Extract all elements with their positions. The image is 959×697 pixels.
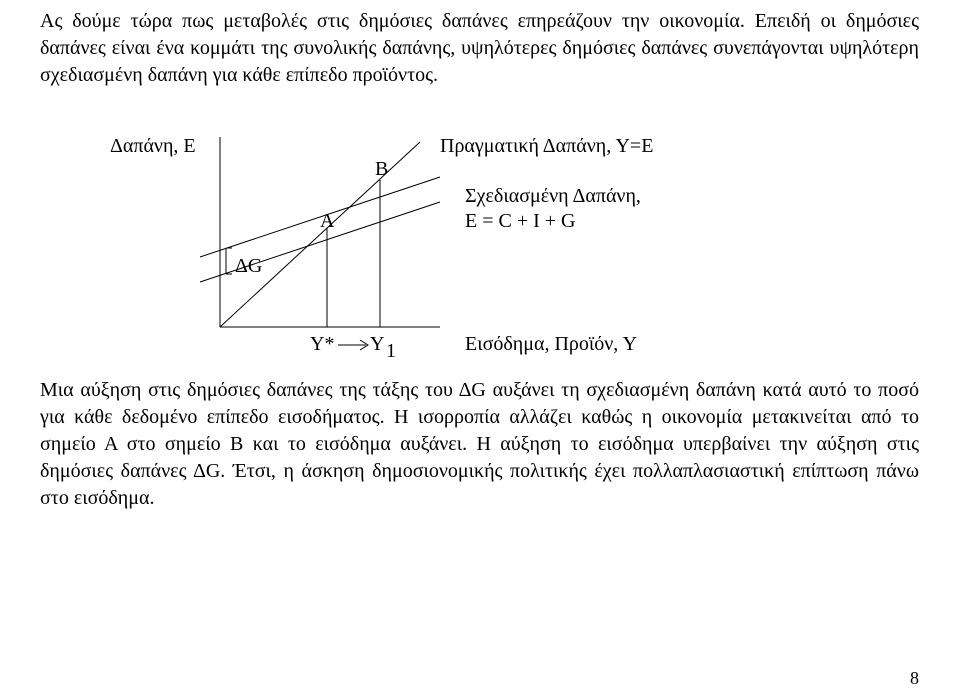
label-planned-line2: E = C + I + G [465,210,576,232]
label-planned-line1: Σχεδιασμένη Δαπάνη, [465,185,641,207]
keynesian-cross-diagram: Δαπάνη, Ε Πραγματική Δαπάνη, Υ=Ε Σχεδιασ… [70,107,890,367]
label-ystar: Y* [310,333,334,355]
label-y1-y: Y [370,333,384,355]
paragraph-1: Ας δούμε τώρα πως μεταβολές στις δημόσιε… [40,8,919,89]
label-y-axis: Δαπάνη, Ε [110,135,196,157]
label-y1-sub: 1 [386,340,396,362]
page: Ας δούμε τώρα πως μεταβολές στις δημόσιε… [0,0,959,697]
label-point-b: B [375,158,388,180]
label-actual-expenditure: Πραγματική Δαπάνη, Υ=Ε [440,135,653,157]
actual-expenditure-line [220,142,420,327]
label-delta-g: ΔG [235,255,262,277]
label-income: Εισόδημα, Προϊόν, Υ [465,333,637,355]
diagram-container: Δαπάνη, Ε Πραγματική Δαπάνη, Υ=Ε Σχεδιασ… [40,107,919,367]
paragraph-2: Μια αύξηση στις δημόσιες δαπάνες της τάξ… [40,377,919,512]
page-number: 8 [910,668,919,689]
label-point-a: A [320,210,335,232]
